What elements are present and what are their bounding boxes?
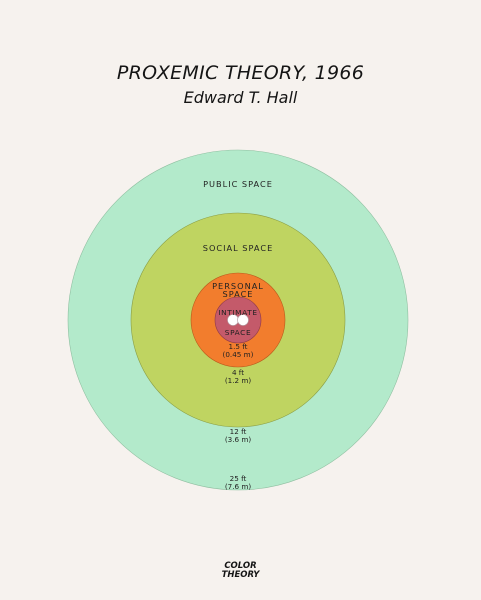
intimate-space-label-line1: INTIMATE	[218, 308, 257, 317]
personal-space-label-line2: SPACE	[223, 289, 254, 299]
footer-logo-line2: THEORY	[221, 570, 260, 580]
public-distance-label: 25 ft	[230, 474, 247, 483]
footer-logo-line1: COLOR	[224, 561, 257, 571]
intimate-distance-label: 1.5 ft	[229, 342, 248, 351]
people-icon	[227, 314, 249, 326]
intimate-distance-metric: (0.45 m)	[223, 350, 254, 359]
public-distance-metric: (7.6 m)	[225, 482, 252, 491]
footer-logo: COLOR THEORY	[0, 562, 481, 580]
title-block: PROXEMIC THEORY, 1966 Edward T. Hall	[0, 62, 481, 107]
personal-space-label-line1: PERSONAL	[212, 281, 264, 291]
personal-distance-label: 4 ft	[232, 368, 244, 377]
page-subtitle: Edward T. Hall	[183, 88, 298, 107]
public-space-label: PUBLIC SPACE	[203, 179, 273, 189]
intimate-space-label-line2: SPACE	[225, 328, 251, 337]
page-title: PROXEMIC THEORY, 1966	[116, 62, 365, 84]
social-space-label: SOCIAL SPACE	[203, 243, 274, 253]
personal-distance-metric: (1.2 m)	[225, 376, 252, 385]
social-distance-label: 12 ft	[230, 427, 247, 436]
social-distance-metric: (3.6 m)	[225, 435, 252, 444]
